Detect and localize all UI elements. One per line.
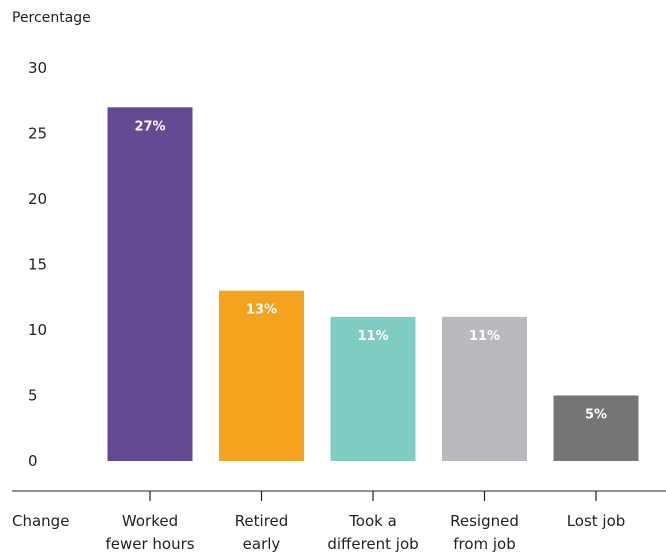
bar-value-label: 13% [246,303,277,318]
x-tick-label: Resigned from job [450,512,519,553]
y-axis-ticks: 0 5 10 15 20 25 30 [28,59,47,470]
bar [107,107,193,462]
y-tick-label: 25 [28,125,47,143]
bar-value-label: 11% [469,329,500,344]
x-tick-label: Lost job [567,512,626,530]
bar [219,290,304,461]
bar [553,395,639,461]
bar [442,316,527,461]
x-axis-title: Change [12,512,69,530]
x-tick-label: Took a different job [327,512,418,553]
y-tick-label: 20 [28,190,47,208]
bar-value-label: 5% [585,408,607,423]
y-tick-label: 5 [28,387,38,405]
bar [330,316,416,461]
x-tick-label: Worked fewer hours [105,512,194,553]
x-tick-label: Retired early [235,512,289,553]
x-axis-ticks: Worked fewer hours Retired early Took a diffe… [105,491,625,553]
y-axis-title: Percentage [12,10,91,26]
y-tick-label: 15 [28,256,47,274]
bars: 27% 13% 11% 11% 5% [107,107,639,462]
y-tick-label: 10 [28,321,47,339]
y-tick-label: 30 [28,59,47,77]
bar-value-label: 27% [134,119,165,134]
y-tick-label: 0 [28,452,38,470]
bar-value-label: 11% [357,329,388,344]
